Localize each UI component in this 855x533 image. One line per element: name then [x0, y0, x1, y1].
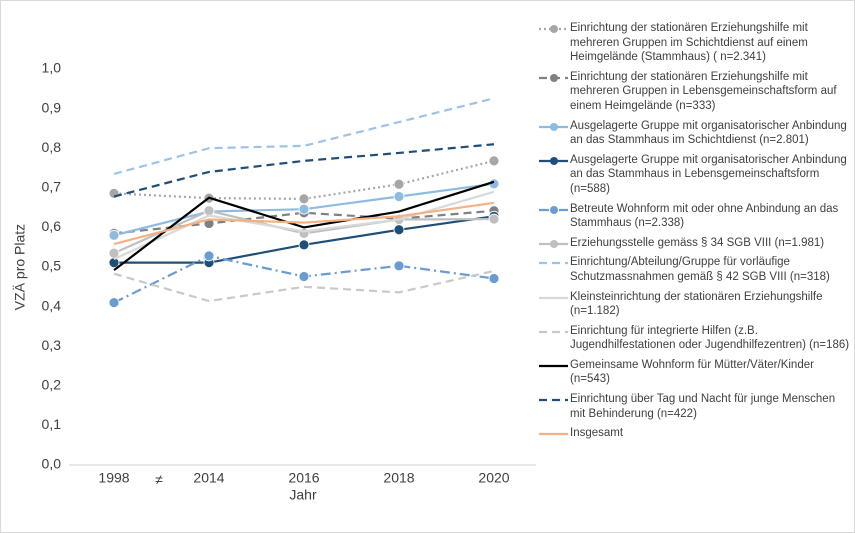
legend-item: Einrichtung/Abteilung/Gruppe für vorläuf… — [538, 255, 850, 284]
legend-label: Einrichtung der stationären Erziehungshi… — [570, 70, 837, 112]
series-line — [113, 190, 495, 261]
legend-icon — [539, 156, 568, 165]
series-line — [113, 269, 495, 303]
legend-label: Erziehungsstelle gemäss § 34 SGB VIII (n… — [570, 236, 825, 249]
legend-icon — [539, 239, 568, 248]
data-point — [488, 213, 500, 225]
legend-icon — [539, 205, 568, 214]
legend-icon — [539, 330, 568, 333]
legend-label: Gemeinsame Wohnform für Mütter/Väter/Kin… — [570, 358, 814, 386]
y-axis-label: VZÄ pro Platz — [12, 224, 28, 310]
y-tick-label: 0,7 — [42, 179, 62, 195]
x-tick-label: 1998 — [98, 470, 129, 486]
data-point — [393, 224, 405, 236]
legend-label: Betreute Wohnform mit oder ohne Anbindun… — [570, 202, 839, 230]
legend-marker — [550, 156, 558, 165]
y-tick-label: 0,2 — [42, 377, 62, 393]
legend-icon — [539, 398, 568, 402]
legend-item: Einrichtung für integrierte Hilfen (z.B.… — [538, 324, 850, 353]
legend-label: Einrichtung der stationären Erziehungshi… — [570, 22, 808, 64]
axis-break: ≠ — [155, 472, 163, 488]
legend-item: Einrichtung der stationären Erziehungshi… — [538, 21, 850, 65]
data-point — [393, 260, 405, 272]
y-tick-label: 0,0 — [42, 456, 62, 472]
x-tick-label: 2016 — [288, 470, 319, 486]
data-point — [488, 273, 500, 284]
y-tick-label: 0,9 — [42, 99, 62, 115]
legend-marker — [550, 205, 558, 214]
legend-icon — [539, 364, 568, 367]
legend-marker — [550, 25, 558, 33]
data-point — [108, 297, 120, 309]
series-line — [113, 209, 495, 235]
series-line — [113, 201, 495, 246]
chart: VZÄ pro Platz Jahr ≠ 0,0 0,1 0,2 0,3 0,4 0,5 0… — [12, 60, 541, 503]
legend-label: Einrichtung über Tag und Nacht für junge… — [570, 393, 836, 420]
legend-marker — [550, 73, 558, 82]
legend-icon — [539, 262, 568, 265]
legend-label: Ausgelagerte Gruppe mit organisatorische… — [570, 153, 847, 195]
series-line — [113, 97, 495, 176]
y-tick-label: 1,0 — [42, 60, 62, 76]
legend-label: Einrichtung für integrierte Hilfen (z.B.… — [570, 324, 850, 352]
y-tick-label: 0,6 — [42, 218, 62, 234]
y-tick-label: 0,4 — [42, 297, 62, 313]
data-point — [298, 239, 310, 251]
legend-icon — [539, 296, 568, 299]
y-tick-label: 0,5 — [42, 258, 62, 274]
data-point — [203, 250, 215, 262]
legend-item: Ausgelagerte Gruppe mit organisatorische… — [538, 153, 850, 197]
legend-item: Gemeinsame Wohnform für Mütter/Väter/Kin… — [538, 358, 850, 387]
series-line — [113, 143, 495, 198]
y-tick-label: 0,3 — [42, 337, 62, 353]
y-tick-label: 0,8 — [42, 139, 62, 155]
legend-item: Einrichtung der stationären Erziehungshi… — [538, 70, 850, 114]
legend-item: Kleinsteinrichtung der stationären Erzie… — [538, 290, 850, 319]
legend-icon — [539, 25, 568, 33]
series-line — [113, 159, 495, 200]
legend-marker — [550, 239, 558, 248]
legend-icon — [539, 122, 568, 131]
legend-label: Kleinsteinrichtung der stationären Erzie… — [570, 290, 823, 318]
data-point — [298, 193, 310, 205]
legend: Einrichtung der stationären Erziehungshi… — [538, 21, 850, 446]
x-tick-label: 2020 — [478, 470, 509, 486]
data-point — [393, 178, 405, 190]
legend-item: Einrichtung über Tag und Nacht für junge… — [538, 392, 850, 421]
y-tick-label: 0,1 — [42, 416, 62, 432]
legend-marker — [550, 122, 558, 131]
legend-item: Insgesamt — [538, 426, 850, 441]
data-point — [488, 155, 500, 167]
legend-icon — [539, 433, 568, 436]
x-axis-label: Jahr — [289, 487, 317, 503]
legend-icon — [539, 73, 568, 82]
legend-label: Insgesamt — [570, 427, 624, 440]
legend-item: Ausgelagerte Gruppe mit organisatorische… — [538, 119, 850, 148]
x-tick-label: 2014 — [193, 470, 224, 486]
legend-label: Einrichtung/Abteilung/Gruppe für vorläuf… — [570, 256, 830, 283]
data-point — [203, 205, 215, 217]
data-point — [298, 203, 310, 215]
legend-item: Erziehungsstelle gemäss § 34 SGB VIII (n… — [538, 236, 850, 251]
data-point — [108, 187, 120, 199]
data-point — [108, 229, 120, 241]
legend-item: Betreute Wohnform mit oder ohne Anbindun… — [538, 202, 850, 231]
legend-label: Ausgelagerte Gruppe mit organisatorische… — [570, 119, 847, 147]
data-point — [298, 271, 310, 282]
data-point — [393, 191, 405, 202]
series-line — [113, 180, 495, 272]
x-tick-label: 2018 — [383, 470, 414, 486]
